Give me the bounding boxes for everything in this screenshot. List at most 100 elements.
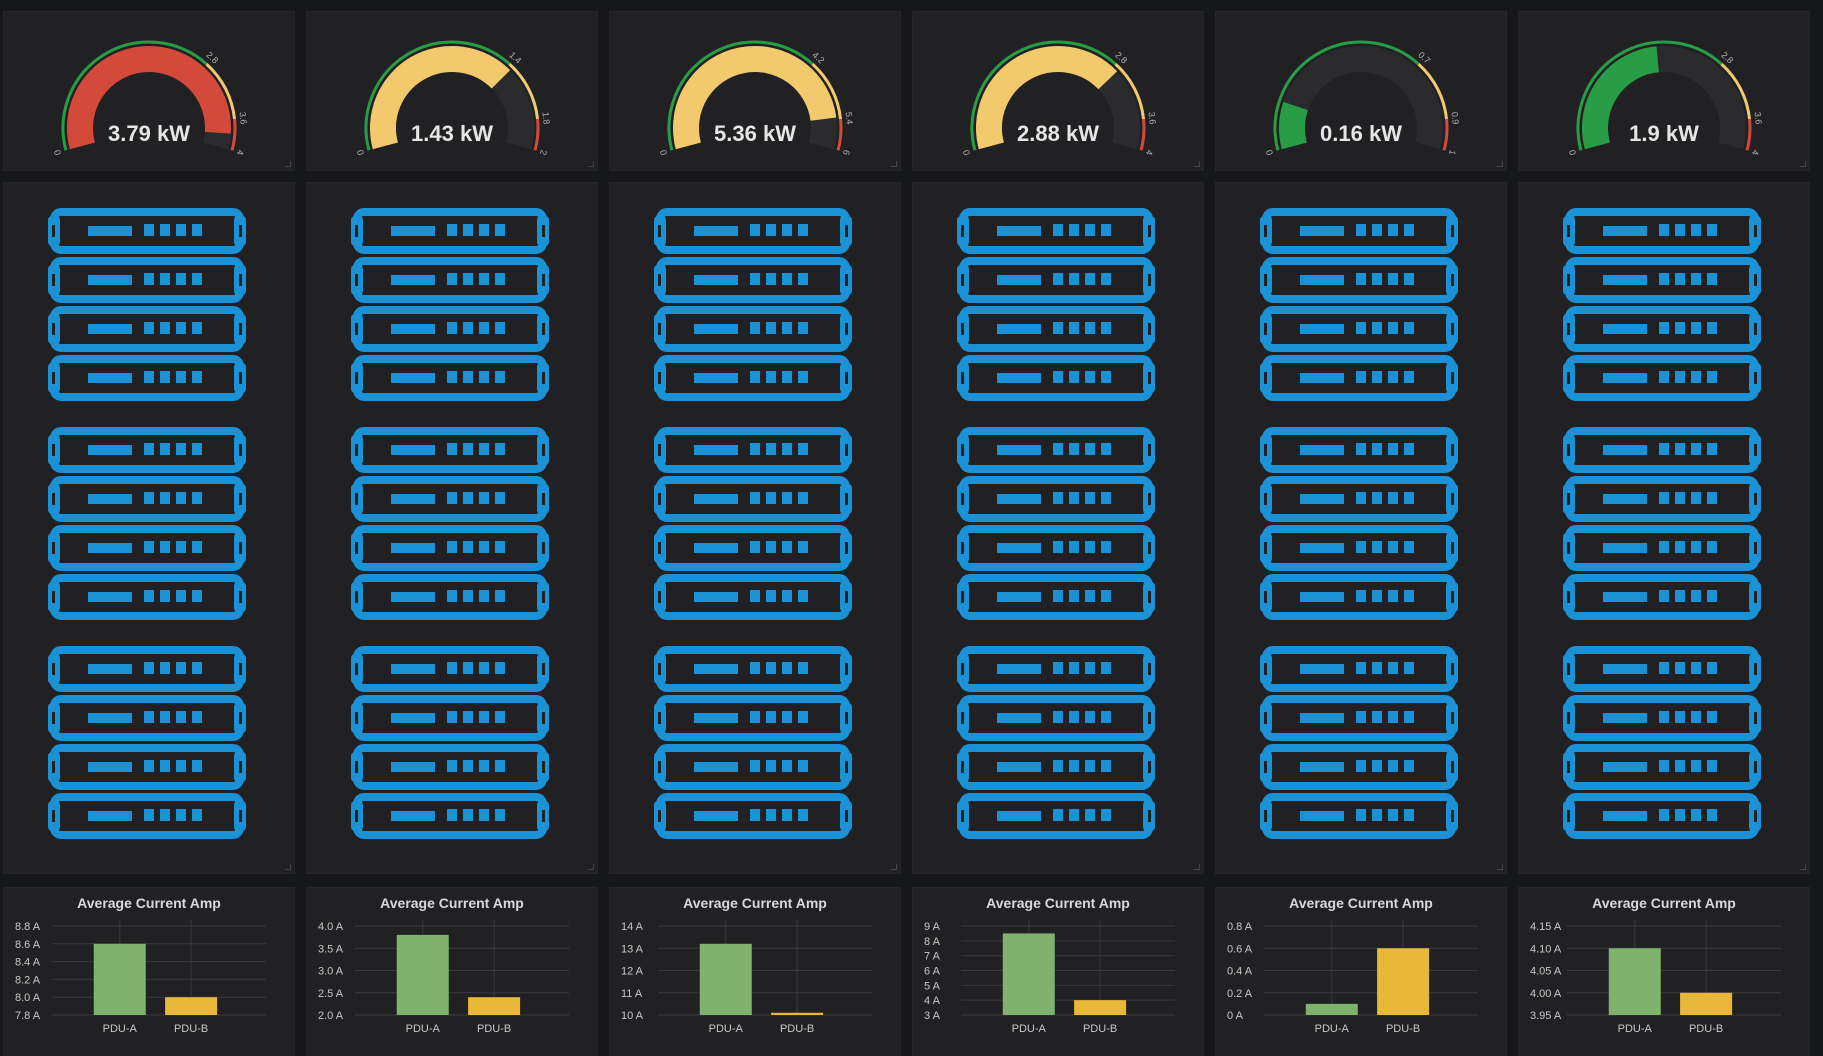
y-tick-label: 10 A: [621, 1010, 644, 1022]
y-tick-label: 0.2 A: [1227, 988, 1253, 1000]
server-unit-icon: [351, 574, 549, 620]
server-rack-icon: [1563, 208, 1761, 839]
rack-panel[interactable]: [913, 183, 1203, 873]
server-unit-icon: [1260, 208, 1458, 254]
threshold-band-yellow: [205, 62, 237, 120]
threshold-band-yellow: [1417, 62, 1449, 120]
threshold-band-green: [364, 40, 511, 151]
gauge-value: 5.36 kW: [714, 121, 796, 146]
power-gauge: 04.25.46: [658, 40, 855, 156]
server-unit-icon: [957, 646, 1155, 692]
gauge-tick-label: 3.6: [1752, 111, 1763, 124]
y-tick-label: 7 A: [924, 951, 941, 963]
server-unit-icon: [48, 695, 246, 741]
y-tick-label: 0.4 A: [1227, 966, 1253, 978]
rack-panel[interactable]: [1216, 183, 1506, 873]
server-unit-icon: [351, 744, 549, 790]
power-gauge-panel[interactable]: 0 2.8 3.6 4 1.9 kW: [1519, 12, 1809, 170]
resize-handle-icon[interactable]: [588, 864, 594, 870]
resize-handle-icon[interactable]: [1194, 161, 1200, 167]
current-chart-panel[interactable]: Average Current Amp 7.8 A 8.0 A 8.2 A 8.4 A…: [4, 888, 294, 1056]
server-unit-icon: [351, 427, 549, 473]
current-chart-panel[interactable]: Average Current Amp 0 A 0.2 A 0.4 A 0.6 A 0.…: [1216, 888, 1506, 1056]
gauge-tick-label: 3.6: [237, 111, 248, 124]
server-unit-icon: [654, 793, 852, 839]
server-unit-icon: [1563, 793, 1761, 839]
server-unit-icon: [654, 476, 852, 522]
power-gauge-panel[interactable]: 0 4.2 5.4 6 5.36 kW: [610, 12, 900, 170]
resize-handle-icon[interactable]: [891, 864, 897, 870]
rack-panel[interactable]: [1519, 183, 1809, 873]
server-unit-icon: [48, 574, 246, 620]
gauge-tick-label: 3.6: [1146, 111, 1157, 124]
resize-handle-icon[interactable]: [285, 161, 291, 167]
power-gauge-panel[interactable]: 0 1.4 1.8 2 1.43 kW: [307, 12, 597, 170]
current-chart-panel[interactable]: Average Current Amp 2.0 A 2.5 A 3.0 A 3.5 A…: [307, 888, 597, 1056]
y-tick-label: 12 A: [621, 966, 644, 978]
y-tick-label: 2.5 A: [318, 988, 344, 1000]
bar-pdu-a: [1608, 948, 1661, 1015]
bar-pdu-b: [1074, 1000, 1127, 1015]
server-unit-icon: [1260, 525, 1458, 571]
threshold-band-yellow: [1114, 62, 1146, 120]
x-category-label: PDU-A: [406, 1023, 441, 1035]
y-tick-label: 8.8 A: [15, 921, 41, 933]
rack-panel[interactable]: [4, 183, 294, 873]
server-unit-icon: [1260, 427, 1458, 473]
y-tick-label: 3.0 A: [318, 966, 344, 978]
server-unit-icon: [1260, 646, 1458, 692]
y-tick-label: 8.6 A: [15, 939, 41, 951]
resize-handle-icon[interactable]: [1800, 864, 1806, 870]
gauge-value-arc: [1279, 101, 1309, 150]
power-gauge-panel[interactable]: 0 2.8 3.6 4 3.79 kW: [4, 12, 294, 170]
resize-handle-icon[interactable]: [285, 864, 291, 870]
current-chart-panel[interactable]: Average Current Amp 10 A 11 A 12 A 13 A 14 A…: [610, 888, 900, 1056]
server-unit-icon: [351, 646, 549, 692]
server-unit-icon: [654, 306, 852, 352]
x-category-label: PDU-A: [1012, 1023, 1047, 1035]
rack-panel[interactable]: [307, 183, 597, 873]
y-tick-label: 8 A: [924, 936, 941, 948]
threshold-band-green: [1576, 40, 1723, 151]
server-unit-icon: [957, 793, 1155, 839]
bar-pdu-a: [1305, 1003, 1358, 1015]
current-chart-panel[interactable]: Average Current Amp 3 A 4 A 5 A 6 A 7 A 8 A 9 …: [913, 888, 1203, 1056]
bar-pdu-a: [699, 943, 752, 1015]
bar-pdu-b: [1377, 948, 1430, 1015]
power-gauge-panel[interactable]: 0 2.8 3.6 4 2.88 kW: [913, 12, 1203, 170]
server-unit-icon: [957, 695, 1155, 741]
server-unit-icon: [654, 695, 852, 741]
y-tick-label: 0.6 A: [1227, 943, 1253, 955]
resize-handle-icon[interactable]: [1497, 161, 1503, 167]
power-gauge-panel[interactable]: 0 0.7 0.9 1 0.16 kW: [1216, 12, 1506, 170]
server-unit-icon: [1563, 525, 1761, 571]
power-gauge: 00.70.91: [1264, 40, 1461, 156]
resize-handle-icon[interactable]: [1800, 161, 1806, 167]
server-unit-icon: [1260, 476, 1458, 522]
y-tick-label: 4.10 A: [1530, 943, 1562, 955]
server-unit-icon: [1563, 695, 1761, 741]
gauge-value: 3.79 kW: [108, 121, 190, 146]
threshold-band-yellow: [1720, 62, 1752, 120]
resize-handle-icon[interactable]: [1497, 864, 1503, 870]
server-unit-icon: [1260, 574, 1458, 620]
server-unit-icon: [957, 427, 1155, 473]
rack-panel[interactable]: [610, 183, 900, 873]
gauge-tick-label: 0: [52, 149, 63, 156]
current-bar-chart: 10 A 11 A 12 A 13 A 14 A PDU-A PDU-B: [621, 920, 872, 1035]
threshold-band-green: [667, 40, 814, 151]
gauge-value-arc: [673, 46, 837, 150]
server-unit-icon: [654, 257, 852, 303]
resize-handle-icon[interactable]: [588, 161, 594, 167]
resize-handle-icon[interactable]: [891, 161, 897, 167]
server-rack-icon: [654, 208, 852, 839]
server-unit-icon: [957, 306, 1155, 352]
gauge-value-arc: [370, 46, 511, 150]
resize-handle-icon[interactable]: [1194, 864, 1200, 870]
x-category-label: PDU-B: [1689, 1023, 1723, 1035]
server-unit-icon: [957, 476, 1155, 522]
current-chart-panel[interactable]: Average Current Amp 3.95 A 4.00 A 4.05 A 4.…: [1519, 888, 1809, 1056]
rack-column-2: 0 1.4 1.8 2 1.43 kW Average Current Amp 2.0…: [307, 0, 597, 1056]
server-unit-icon: [1260, 695, 1458, 741]
current-bar-chart: 3.95 A 4.00 A 4.05 A 4.10 A 4.15 A PDU-A PDU-B: [1530, 920, 1781, 1035]
